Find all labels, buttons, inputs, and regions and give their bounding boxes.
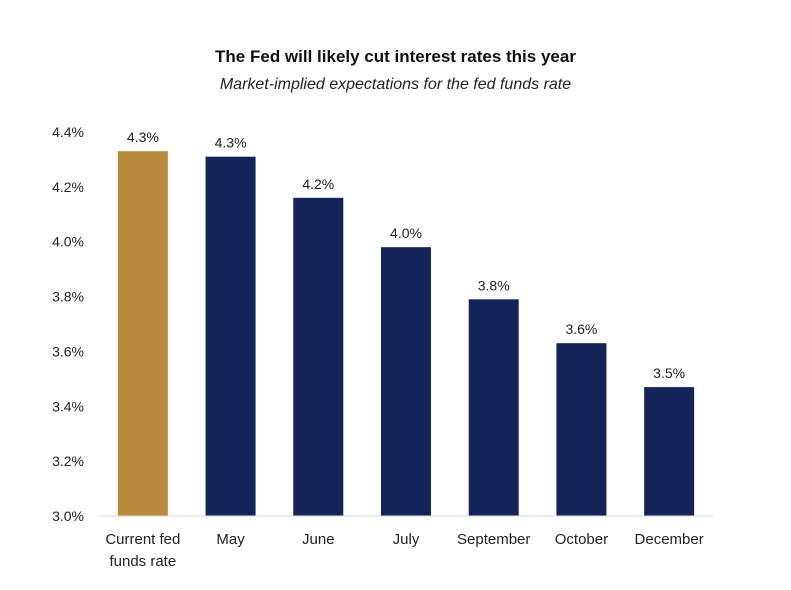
bar [644, 387, 695, 516]
y-tick-label: 4.4% [52, 124, 84, 140]
x-axis: Current fed funds rate May June July Septembe… [99, 515, 713, 570]
bar [117, 151, 168, 516]
data-label: 4.3% [127, 129, 159, 145]
y-tick-label: 4.0% [52, 234, 84, 250]
chart-title: The Fed will likely cut interest rates t… [215, 47, 576, 66]
y-tick-label: 3.4% [52, 398, 84, 414]
bar [468, 299, 519, 516]
bar [205, 156, 256, 516]
y-axis: 3.0% 3.2% 3.4% 3.6% 3.8% 4.0% 4.2% 4.4% [52, 124, 84, 524]
bar [381, 247, 431, 516]
chart-subtitle: Market-implied expectations for the fed … [219, 76, 572, 93]
x-category-label: October [555, 531, 608, 548]
bar [556, 343, 607, 516]
y-tick-label: 4.2% [52, 179, 84, 195]
y-tick-label: 3.6% [52, 343, 84, 359]
bar [293, 197, 344, 517]
data-label: 3.6% [565, 321, 597, 337]
data-label: 3.5% [653, 365, 685, 381]
x-category-label: July [393, 531, 420, 548]
x-category-label: Current fed funds rate [105, 531, 180, 570]
x-category-label: December [635, 531, 704, 548]
x-category-label: May [216, 531, 245, 548]
y-tick-label: 3.2% [52, 453, 84, 469]
y-tick-label: 3.0% [52, 508, 84, 524]
y-tick-label: 3.8% [52, 289, 84, 305]
x-category-label: June [302, 531, 335, 548]
data-label: 4.0% [390, 225, 422, 241]
data-label: 3.8% [478, 277, 510, 293]
x-category-label: September [457, 531, 530, 548]
data-labels: 4.3% 4.3% 4.2% 4.0% 3.8% 3.6% 3.5% [127, 129, 685, 381]
bars [117, 151, 695, 517]
data-label: 4.2% [302, 176, 334, 192]
data-label: 4.3% [215, 135, 247, 151]
